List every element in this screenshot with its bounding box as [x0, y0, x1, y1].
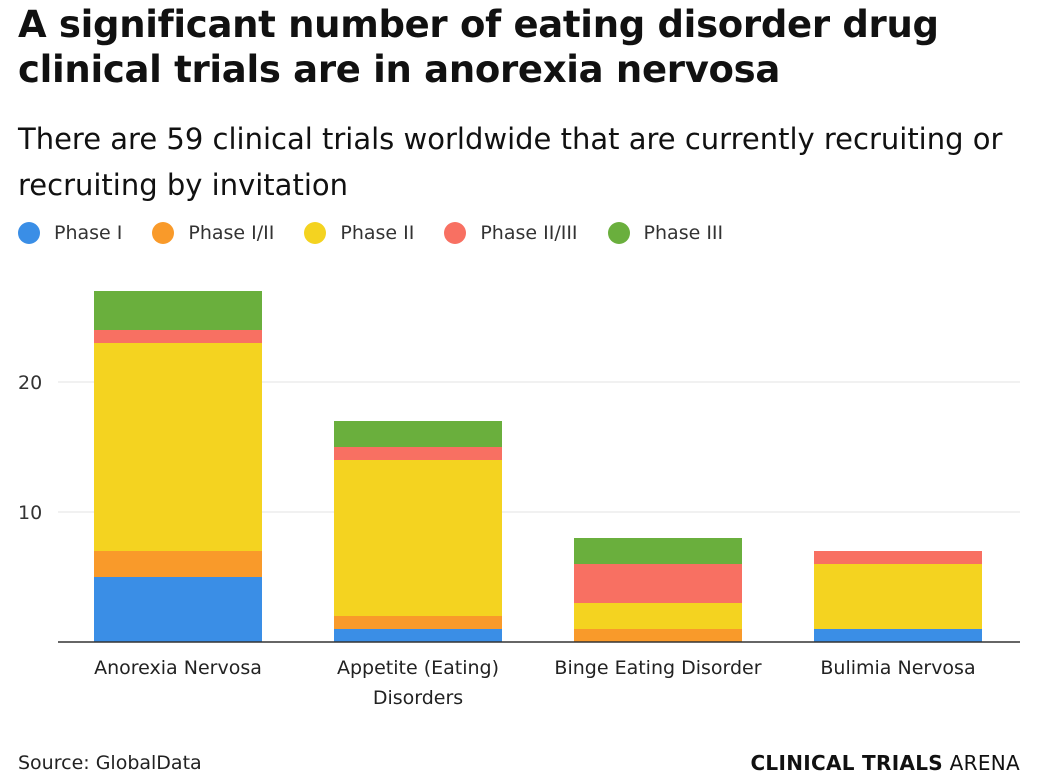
legend-item: Phase III — [607, 222, 724, 244]
bar-segment — [334, 421, 502, 447]
legend-swatch — [607, 222, 630, 244]
x-tick-label: Anorexia Nervosa — [94, 657, 262, 679]
bar-segment — [94, 330, 262, 343]
legend-item: Phase I — [18, 222, 122, 244]
x-tick-label: Binge Eating Disorder — [554, 657, 761, 679]
legend-item: Phase I/II — [152, 222, 274, 244]
brand-bold: CLINICAL TRIALS — [750, 751, 943, 775]
legend-label: Phase III — [643, 222, 724, 244]
y-tick-label: 20 — [18, 372, 42, 394]
bar-segment — [94, 291, 262, 330]
legend-swatch — [18, 222, 40, 244]
brand-logo: CLINICAL TRIALS ARENA — [750, 751, 1020, 775]
bar-segment — [574, 538, 742, 564]
bar-segment — [334, 460, 502, 616]
legend-swatch — [152, 222, 175, 244]
bar-segment — [574, 564, 742, 603]
y-tick-label: 10 — [18, 502, 42, 524]
bar-segment — [574, 629, 742, 642]
legend-label: Phase I — [54, 222, 123, 244]
bar-segment — [334, 447, 502, 460]
bar-segment — [94, 577, 262, 642]
bar-segment — [814, 629, 982, 642]
bar-segment — [814, 564, 982, 629]
legend: Phase I Phase I/II Phase II Phase II/III Pha… — [18, 222, 753, 244]
bar-segment — [334, 629, 502, 642]
bar-segment — [814, 551, 982, 564]
legend-swatch — [304, 222, 327, 244]
bar-segment — [94, 551, 262, 577]
chart-subtitle: There are 59 clinical trials worldwide t… — [18, 122, 1003, 202]
source-note: Source: GlobalData — [18, 752, 202, 774]
x-tick-label: Disorders — [373, 687, 463, 709]
legend-label: Phase II/III — [480, 222, 578, 244]
bar-segment — [94, 343, 262, 551]
legend-label: Phase I/II — [188, 222, 275, 244]
bar-segment — [334, 616, 502, 629]
legend-item: Phase II/III — [444, 222, 578, 244]
brand-light: ARENA — [942, 751, 1020, 775]
bar-segment — [574, 603, 742, 629]
legend-swatch — [444, 222, 467, 244]
chart-title: A significant number of eating disorder … — [18, 3, 939, 91]
x-tick-label: Bulimia Nervosa — [820, 657, 975, 679]
x-tick-label: Appetite (Eating) — [337, 657, 499, 679]
legend-label: Phase II — [340, 222, 415, 244]
legend-item: Phase II — [304, 222, 414, 244]
